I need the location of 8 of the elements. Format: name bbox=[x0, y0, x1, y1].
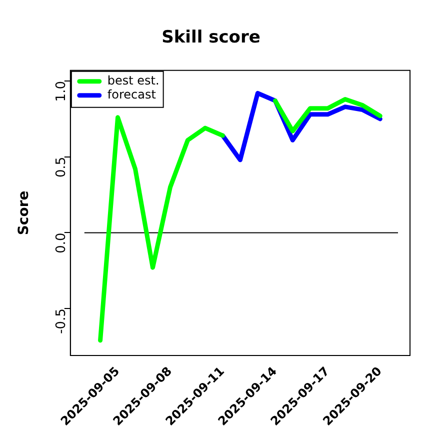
legend-label: forecast bbox=[107, 88, 156, 102]
legend-label: best est. bbox=[107, 74, 160, 88]
chart-title: Skill score bbox=[162, 28, 260, 48]
y-tick-label: 1.0 bbox=[54, 81, 69, 102]
y-axis-title: Score bbox=[16, 190, 32, 236]
y-tick-label: -0.5 bbox=[54, 308, 69, 334]
y-tick-label: 0.5 bbox=[54, 156, 69, 178]
y-tick-label: 0.0 bbox=[54, 232, 69, 254]
